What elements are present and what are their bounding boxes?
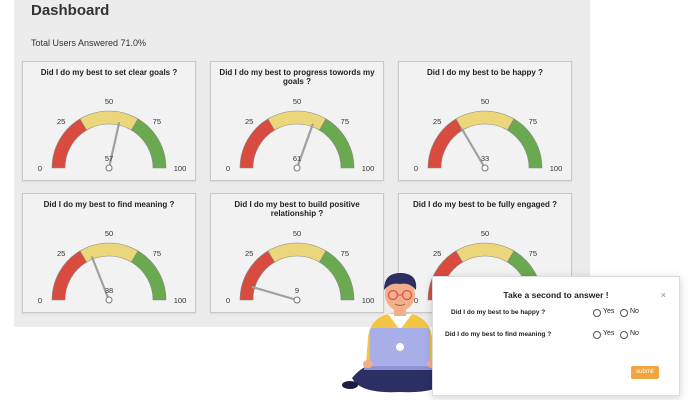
gauge-title: Did I do my best to find meaning ? — [43, 200, 175, 209]
gauge-tick-label: 25 — [245, 117, 253, 126]
popup-title: Take a second to answer ! — [503, 290, 609, 300]
gauge-needle — [90, 256, 111, 302]
yes-label: Yes — [603, 330, 615, 337]
gauge-chart: 0 25 50 75 100 33 — [414, 97, 563, 173]
gauge-chart: 0 25 50 75 100 38 — [38, 229, 187, 305]
gauge-title: Did I do my best to build positive relat… — [234, 200, 360, 218]
submit-button[interactable]: submit — [631, 366, 659, 379]
gauge-tick-label: 50 — [293, 229, 301, 238]
gauge-card-set-clear-goals: Did I do my best to set clear goals ? 0 2… — [22, 61, 196, 181]
gauge-needle — [107, 122, 121, 170]
gauge-chart: 0 25 50 75 100 57 — [38, 97, 187, 173]
gauge-band-red — [239, 118, 276, 169]
gauge-card-positive-relationship: Did I do my best to build positive relat… — [210, 193, 384, 313]
gauge-band-yellow — [79, 242, 139, 263]
gauge-tick-label: 50 — [293, 97, 301, 106]
gauge-band-yellow — [455, 110, 515, 131]
yes-radio[interactable] — [593, 331, 601, 339]
gauge-value-label: 57 — [105, 154, 113, 163]
gauge-chart: 0 25 50 75 100 9 — [226, 229, 375, 305]
no-label: No — [630, 308, 639, 315]
yes-label: Yes — [603, 308, 615, 315]
question-label: Did I do my best to find meaning ? — [445, 331, 552, 338]
total-users-answered: Total Users Answered 71.0% — [31, 38, 147, 48]
gauge-tick-label: 25 — [245, 249, 253, 258]
gauge-tick-label: 75 — [153, 249, 161, 258]
gauge-band-green — [318, 118, 355, 169]
gauge-needle-hub — [105, 164, 113, 172]
gauge-band-green — [130, 118, 167, 169]
gauge-tick-label: 50 — [481, 229, 489, 238]
gauge-tick-label: 25 — [57, 117, 65, 126]
gauge-band-red — [51, 250, 88, 301]
yes-radio[interactable] — [593, 309, 601, 317]
gauge-needle — [460, 127, 487, 170]
gauge-tick-label: 75 — [341, 117, 349, 126]
gauge-tick-label: 100 — [362, 296, 375, 305]
gauge-needle — [251, 286, 299, 302]
gauge-tick-label: 0 — [38, 296, 42, 305]
gauge-tick-label: 0 — [414, 296, 418, 305]
question-row: Did I do my best to find meaning ? Yes N… — [433, 329, 679, 341]
gauge-tick-label: 0 — [414, 164, 418, 173]
gauge-needle-hub — [105, 296, 113, 304]
gauge-value-label: 61 — [293, 154, 301, 163]
gauge-tick-label: 100 — [174, 296, 187, 305]
question-row: Did I do my best to be happy ? Yes No — [433, 307, 679, 319]
gauge-chart: 0 25 50 75 100 61 — [226, 97, 375, 173]
gauge-tick-label: 100 — [362, 164, 375, 173]
page-title: Dashboard — [31, 2, 110, 19]
survey-popup: Take a second to answer ! × Did I do my … — [432, 276, 680, 396]
gauge-needle-hub — [481, 164, 489, 172]
gauge-tick-label: 75 — [153, 117, 161, 126]
gauge-needle — [295, 123, 314, 170]
gauge-tick-label: 25 — [433, 249, 441, 258]
gauge-band-yellow — [267, 242, 327, 263]
gauge-band-green — [318, 250, 355, 301]
gauge-band-yellow — [267, 110, 327, 131]
gauge-title: Did I do my best to set clear goals ? — [40, 68, 178, 77]
gauge-card-be-happy: Did I do my best to be happy ? 0 25 50 75 10… — [398, 61, 572, 181]
gauge-tick-label: 25 — [433, 117, 441, 126]
gauge-value-label: 33 — [481, 154, 489, 163]
person-laptop-illustration — [342, 272, 458, 393]
gauge-tick-label: 50 — [105, 229, 113, 238]
gauge-band-green — [506, 118, 543, 169]
gauge-tick-label: 50 — [481, 97, 489, 106]
gauge-needle-hub — [293, 296, 301, 304]
gauge-tick-label: 50 — [105, 97, 113, 106]
no-radio[interactable] — [620, 309, 628, 317]
close-icon[interactable]: × — [660, 290, 666, 300]
gauge-tick-label: 100 — [174, 164, 187, 173]
gauge-tick-label: 25 — [57, 249, 65, 258]
gauge-title: Did I do my best to be happy ? — [426, 68, 543, 77]
gauge-tick-label: 0 — [226, 296, 230, 305]
gauge-band-red — [427, 118, 464, 169]
gauge-title: Did I do my best to be fully engaged ? — [412, 200, 557, 209]
gauge-card-progress-goals: Did I do my best to progress towords my … — [210, 61, 384, 181]
no-radio[interactable] — [620, 331, 628, 339]
gauge-band-red — [51, 118, 88, 169]
gauge-band-yellow — [455, 242, 515, 263]
gauge-needle-hub — [293, 164, 301, 172]
gauge-title: Did I do my best to progress towords my … — [219, 68, 375, 86]
gauge-tick-label: 0 — [226, 164, 230, 173]
gauge-tick-label: 75 — [529, 249, 537, 258]
gauge-card-find-meaning: Did I do my best to find meaning ? 0 25 50… — [22, 193, 196, 313]
gauge-band-yellow — [79, 110, 139, 131]
no-label: No — [630, 330, 639, 337]
gauge-value-label: 9 — [295, 286, 299, 295]
gauge-band-green — [130, 250, 167, 301]
gauge-tick-label: 0 — [38, 164, 42, 173]
gauge-tick-label: 100 — [550, 164, 563, 173]
question-label: Did I do my best to be happy ? — [451, 309, 546, 316]
gauge-value-label: 38 — [105, 286, 113, 295]
gauge-tick-label: 75 — [529, 117, 537, 126]
gauge-tick-label: 75 — [341, 249, 349, 258]
